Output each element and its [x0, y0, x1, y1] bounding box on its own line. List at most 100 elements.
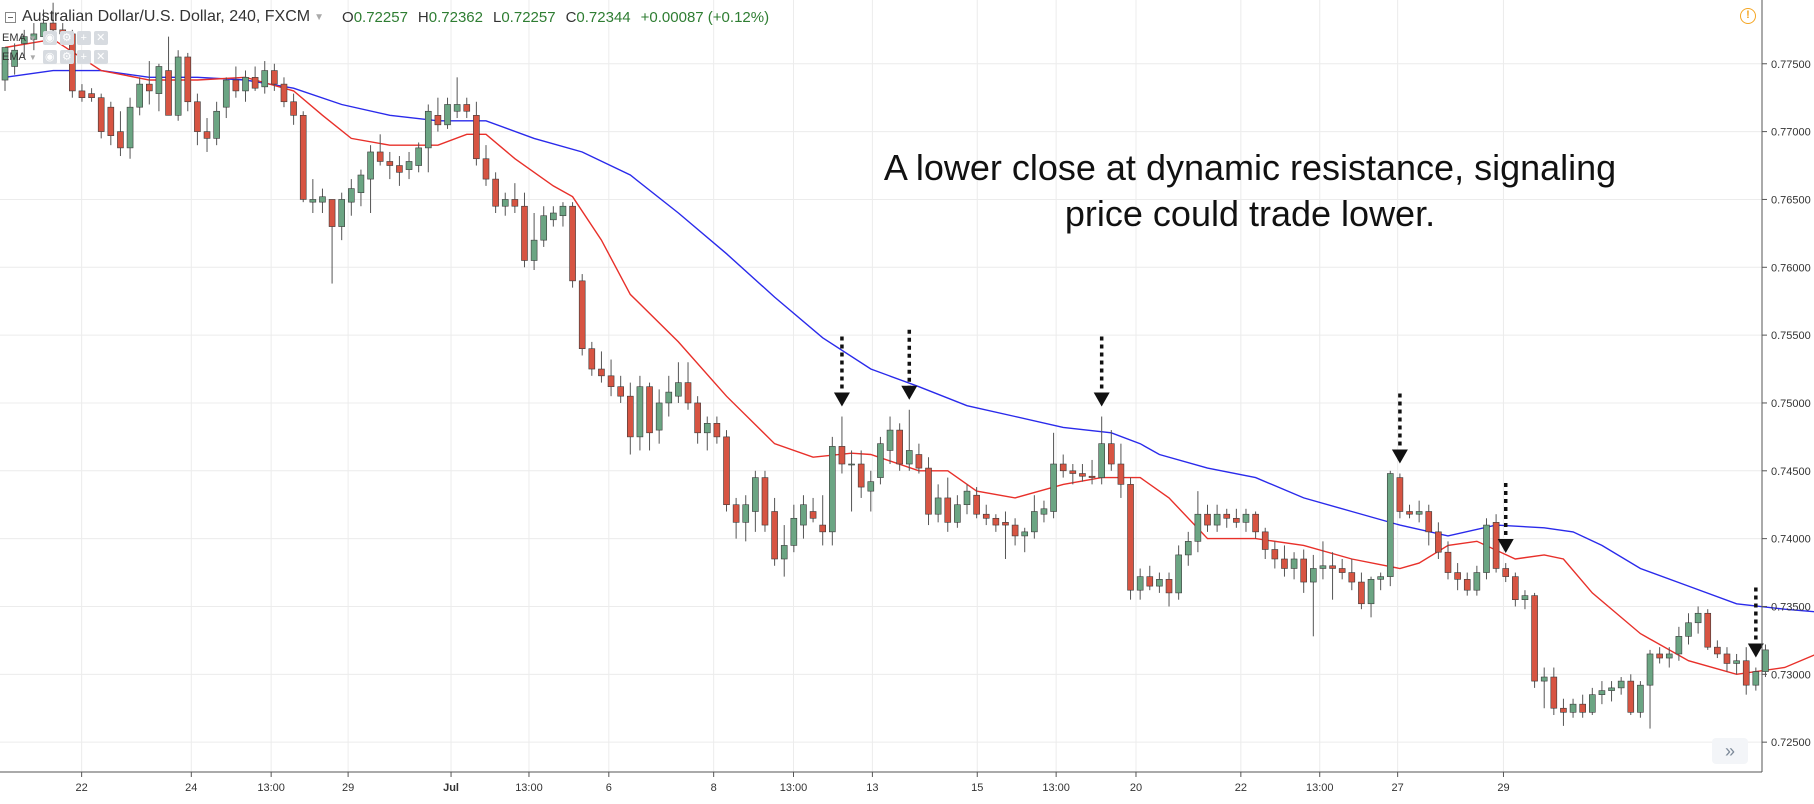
bullish-candle	[905, 409, 913, 471]
add-icon[interactable]: +	[76, 50, 91, 64]
y-tick-label: 0.77500	[1771, 59, 1811, 71]
candle-body	[1184, 541, 1192, 556]
bearish-candle	[915, 443, 923, 474]
bullish-candle	[675, 362, 682, 403]
x-tick-label: 29	[342, 782, 354, 794]
candle-body	[1415, 511, 1423, 515]
candle-body	[107, 106, 115, 136]
bearish-candle	[473, 101, 480, 166]
y-tick-label: 0.76500	[1771, 194, 1811, 206]
candle-body	[973, 494, 980, 515]
indicator-label[interactable]: EMA	[2, 51, 26, 63]
bearish-candle	[1406, 504, 1413, 519]
candle-body	[1742, 660, 1750, 686]
candle-body	[155, 66, 163, 94]
down-arrow-icon	[1747, 587, 1764, 658]
bullish-candle	[1752, 667, 1760, 691]
bearish-candle	[396, 156, 403, 186]
candle-body	[1156, 579, 1163, 587]
bearish-candle	[1502, 563, 1510, 583]
bearish-candle	[598, 351, 605, 383]
candle-body	[1531, 595, 1538, 682]
candle-body	[146, 83, 153, 92]
bearish-candle	[713, 416, 721, 444]
visibility-icon[interactable]: ◉	[42, 31, 57, 45]
candle-body	[444, 104, 451, 126]
indicator-ema-2[interactable]: EMA ▼ ◉ ⚙ + ✕	[2, 49, 111, 65]
bearish-candle	[1579, 694, 1586, 718]
bearish-candle	[588, 341, 596, 376]
down-arrow-icon	[1497, 483, 1514, 554]
collapse-icon[interactable]	[5, 11, 16, 23]
y-tick-label: 0.73500	[1771, 601, 1811, 613]
add-icon[interactable]: +	[76, 31, 91, 45]
bearish-candle	[1560, 698, 1567, 726]
bearish-candle	[88, 88, 95, 102]
bearish-candle	[896, 423, 903, 471]
x-tick-label: 8	[711, 782, 717, 794]
bullish-candle	[1608, 681, 1615, 702]
settings-icon[interactable]: ⚙	[59, 31, 74, 45]
chevron-down-icon[interactable]: ▼	[28, 52, 37, 62]
y-tick-label: 0.74500	[1771, 466, 1811, 478]
bullish-candle	[1665, 647, 1673, 668]
warning-icon[interactable]: !	[1740, 8, 1756, 24]
bullish-candle	[453, 77, 461, 119]
candle-body	[367, 151, 374, 180]
bearish-candle	[925, 457, 932, 526]
close-icon[interactable]: ✕	[93, 50, 108, 64]
bearish-candle	[1723, 647, 1731, 672]
candle-body	[511, 199, 519, 207]
candle-body	[165, 70, 172, 116]
candle-body	[1492, 522, 1500, 569]
bearish-candle	[838, 416, 846, 474]
bullish-candle	[1050, 432, 1057, 519]
x-tick-label: 13:00	[257, 782, 285, 794]
bullish-candle	[848, 450, 855, 512]
candle-body	[1454, 572, 1461, 580]
bearish-candle	[684, 362, 692, 410]
chevron-down-icon[interactable]: ▼	[314, 11, 325, 23]
candle-body	[1108, 443, 1115, 465]
bearish-candle	[376, 134, 384, 166]
bearish-candle	[482, 145, 490, 186]
scroll-to-latest-icon[interactable]: »	[1712, 738, 1748, 764]
bullish-candle	[319, 188, 326, 214]
chevron-down-icon[interactable]: ▼	[28, 33, 37, 43]
y-tick-label: 0.77000	[1771, 127, 1811, 139]
high-label: H	[417, 8, 429, 26]
bullish-candle	[1589, 687, 1596, 716]
bearish-candle	[1271, 541, 1279, 569]
bullish-candle	[30, 23, 38, 51]
candle-body	[1281, 558, 1288, 569]
bearish-candle	[1146, 565, 1154, 591]
bullish-candle	[136, 77, 143, 116]
bullish-candle	[636, 375, 644, 451]
candle-body	[1396, 477, 1404, 512]
bearish-candle	[1348, 558, 1356, 591]
bullish-candle	[222, 77, 230, 119]
candle-body	[607, 375, 615, 387]
close-icon[interactable]: ✕	[93, 31, 108, 45]
bearish-candle	[1059, 454, 1067, 478]
bullish-candle	[1473, 565, 1481, 596]
candle-body	[761, 477, 769, 526]
bearish-candle	[1627, 674, 1635, 716]
indicator-label[interactable]: EMA	[2, 32, 26, 44]
bullish-candle	[1021, 527, 1029, 553]
candle-body	[1127, 484, 1134, 591]
bearish-candle	[1088, 459, 1096, 485]
bullish-candle	[550, 206, 557, 227]
y-tick-label: 0.73000	[1771, 669, 1811, 681]
bearish-candle	[1261, 527, 1269, 559]
settings-icon[interactable]: ⚙	[59, 50, 74, 64]
indicator-ema-1[interactable]: EMA ▼ ◉ ⚙ + ✕	[2, 30, 111, 46]
visibility-icon[interactable]: ◉	[42, 50, 57, 64]
symbol-title[interactable]: Australian Dollar/U.S. Dollar, 240, FXCM	[22, 8, 311, 25]
low-value: 0.72257	[501, 8, 556, 26]
candle-body	[780, 545, 788, 560]
bullish-candle	[1685, 613, 1692, 645]
candle-body	[338, 199, 346, 227]
